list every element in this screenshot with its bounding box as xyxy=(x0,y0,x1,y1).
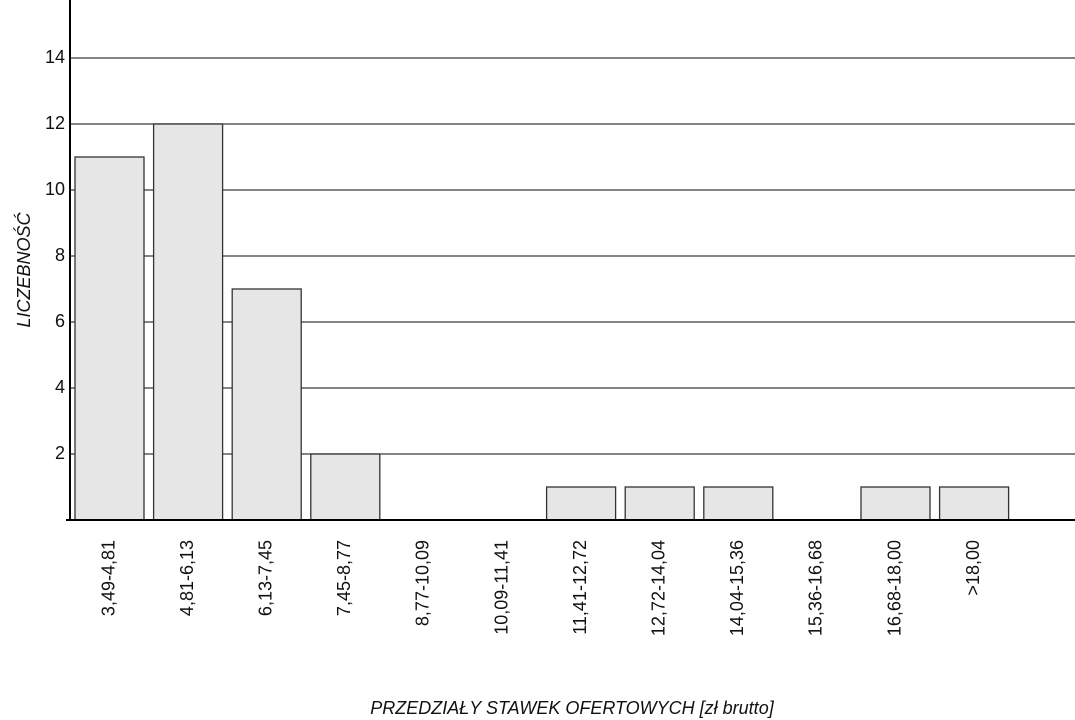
y-tick-label: 2 xyxy=(55,443,65,463)
bar xyxy=(624,486,695,521)
x-tick-label: 6,13-7,45 xyxy=(255,540,275,616)
bar xyxy=(152,123,224,521)
bar xyxy=(860,486,931,521)
x-tick-label: 10,09-11,41 xyxy=(491,540,511,635)
x-tick-labels: 3,49-4,81 4,81-6,13 6,13-7,45 7,45-8,77 8,77… xyxy=(98,540,983,636)
y-axis-title: LICZEBNOŚĆ xyxy=(13,211,34,327)
y-tick-label: 10 xyxy=(45,179,65,199)
x-tick-label: 12,72-14,04 xyxy=(648,540,668,636)
y-tick-label: 6 xyxy=(55,311,65,331)
bar xyxy=(310,453,381,521)
x-tick-label: 8,77-10,09 xyxy=(413,540,433,626)
axes xyxy=(66,0,1075,521)
x-tick-label: 4,81-6,13 xyxy=(177,540,197,616)
x-tick-label: 7,45-8,77 xyxy=(334,540,354,616)
y-tick-label: 12 xyxy=(45,113,65,133)
bar xyxy=(231,288,302,521)
x-tick-label: 14,04-15,36 xyxy=(727,540,747,636)
y-tick-label: 8 xyxy=(55,245,65,265)
x-tick-label: 15,36-16,68 xyxy=(806,540,826,636)
x-tick-label: 11,41-12,72 xyxy=(570,540,590,635)
x-axis-title: PRZEDZIAŁY STAWEK OFERTOWYCH [zł brutto] xyxy=(370,698,774,718)
bar xyxy=(938,486,1010,521)
y-tick-labels: 2 4 6 8 10 12 14 xyxy=(45,47,65,463)
y-tick-label: 4 xyxy=(55,377,65,397)
x-tick-label: 3,49-4,81 xyxy=(98,540,118,616)
bar xyxy=(703,486,774,521)
x-tick-label: >18,00 xyxy=(963,540,983,596)
x-tick-label: 16,68-18,00 xyxy=(884,540,904,636)
y-tick-label: 14 xyxy=(45,47,65,67)
bar xyxy=(545,486,617,521)
bar xyxy=(74,156,145,521)
bars xyxy=(74,123,1010,521)
